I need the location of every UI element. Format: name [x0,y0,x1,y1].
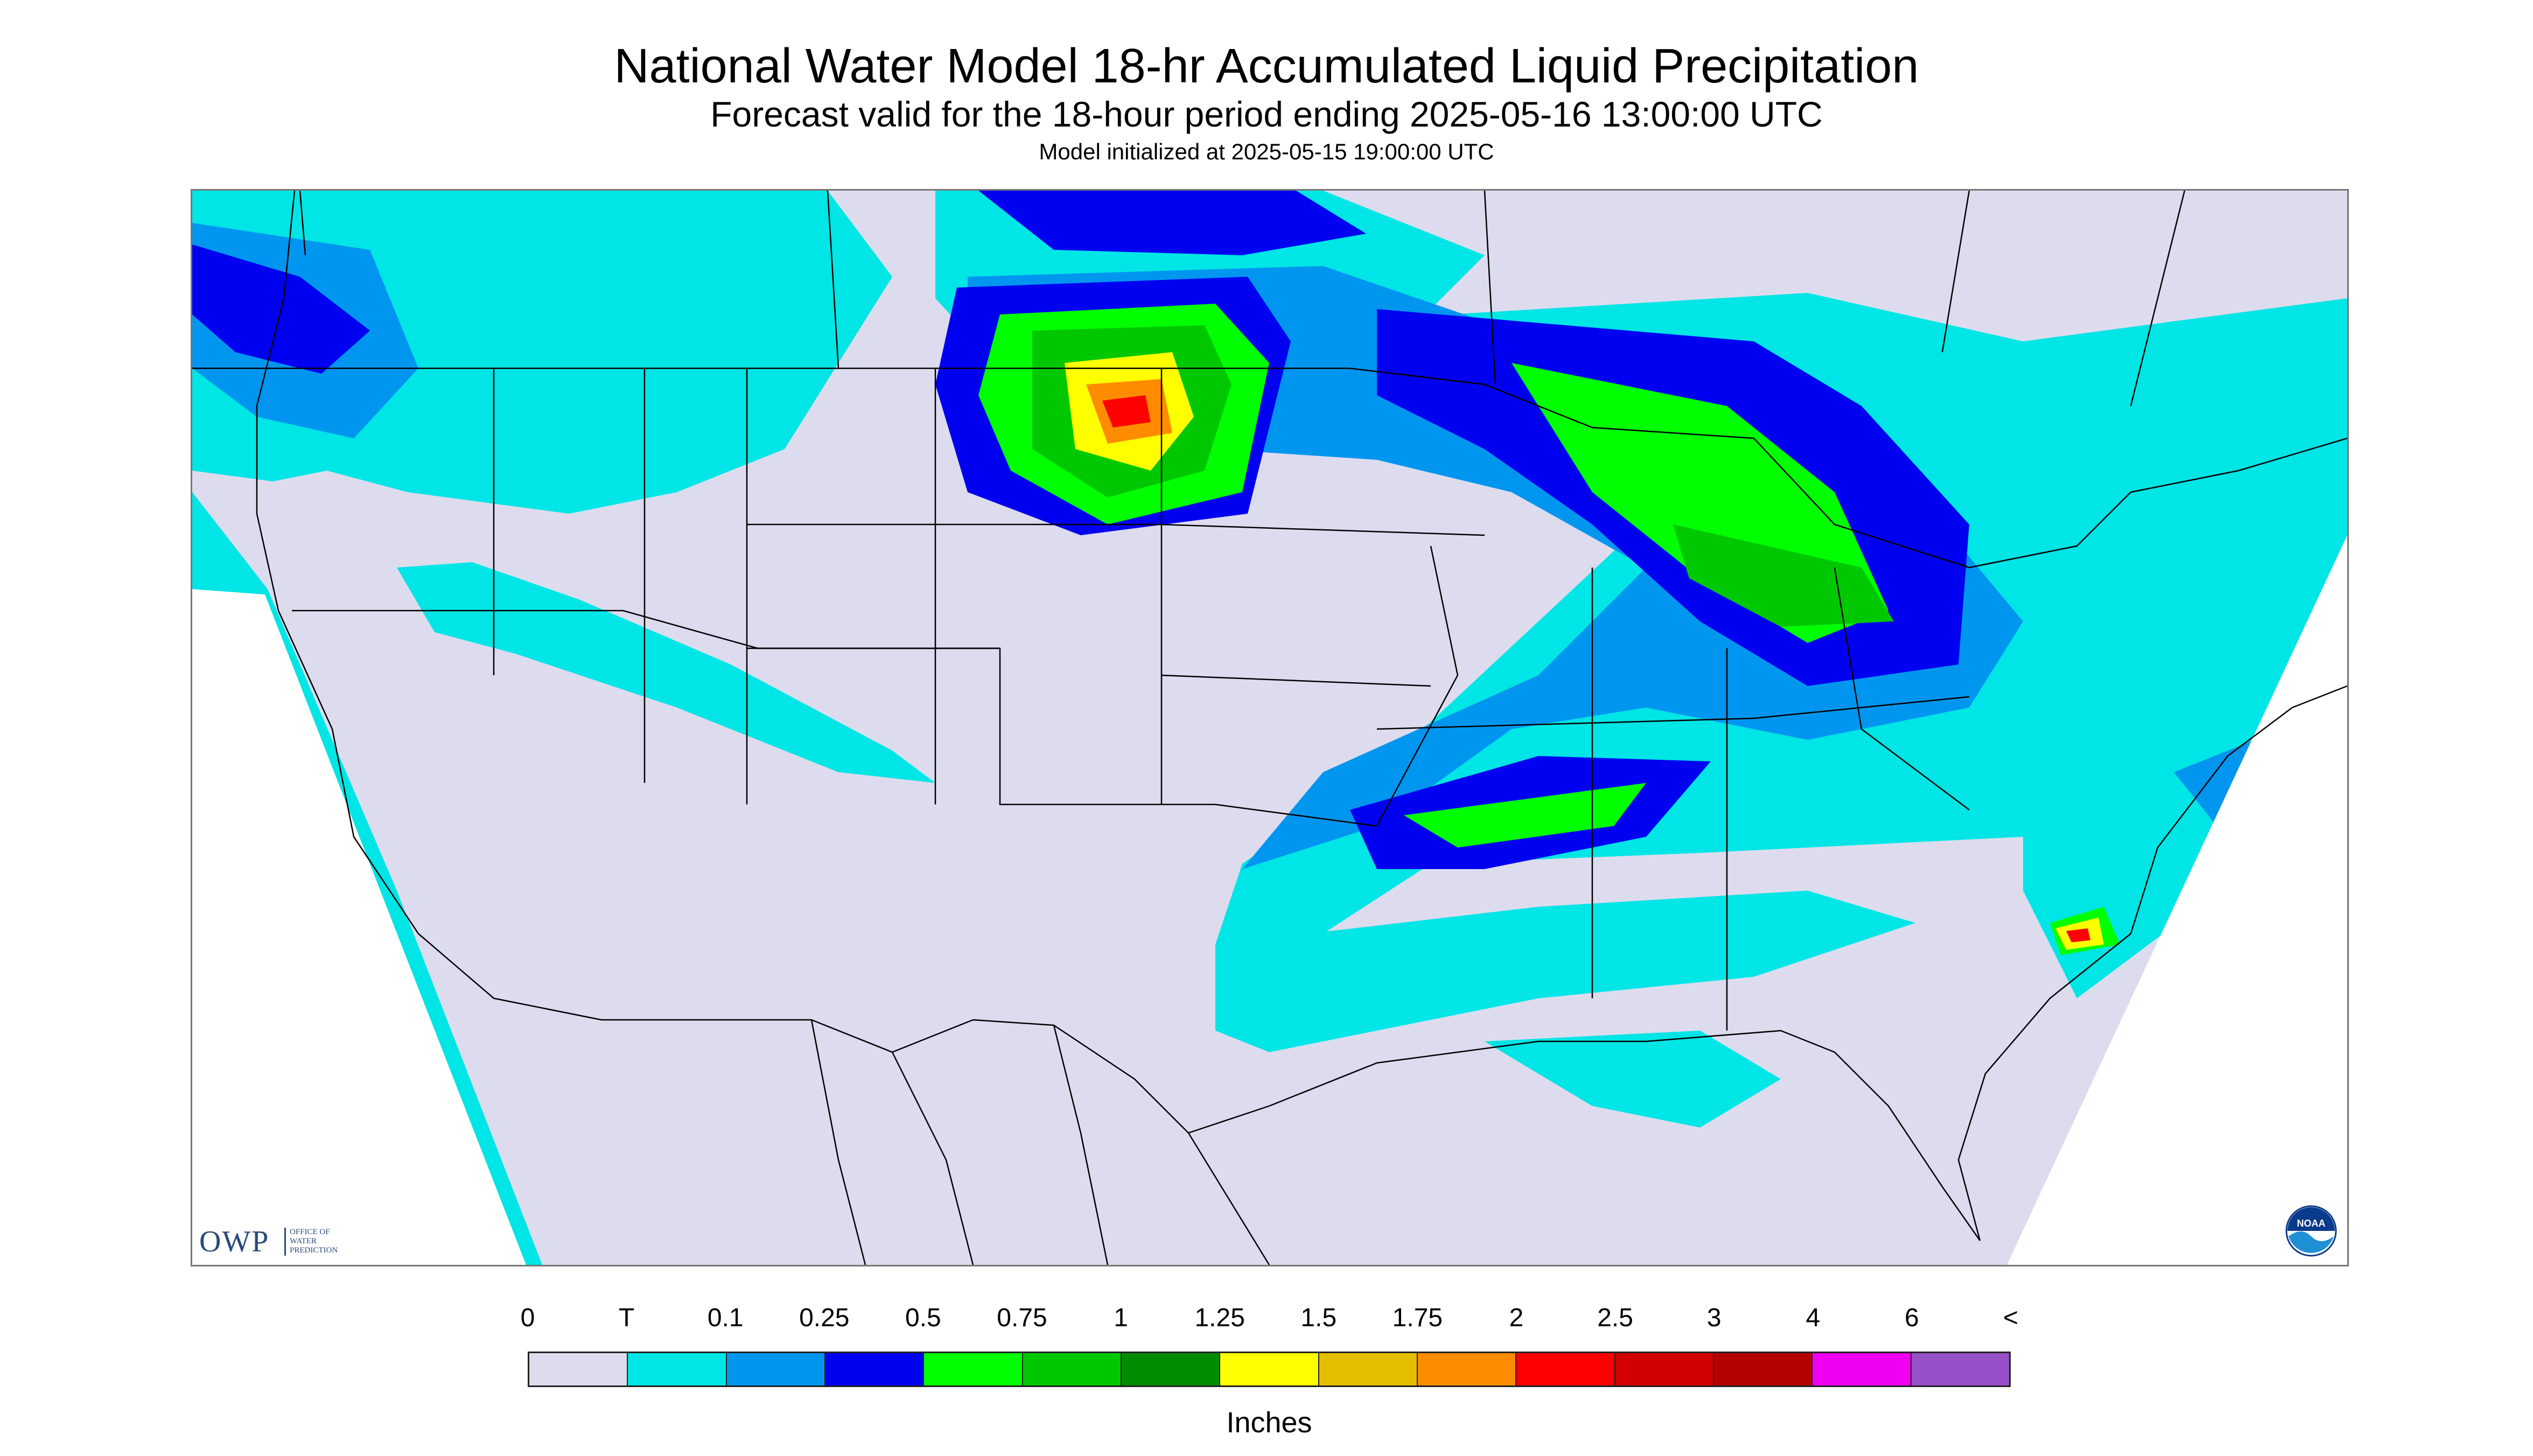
pacific-coastline [256,191,296,611]
great-basin-trace [397,562,935,783]
legend-color-bar [528,1352,2011,1387]
canada-province-lines [299,191,2186,407]
legend-label: < [2003,1304,2019,1332]
owp-logo-line3: PREDICTION [290,1246,338,1255]
legend-label: 0.5 [905,1304,941,1332]
noaa-logo-icon: NOAA [2285,1205,2337,1257]
legend-swatch [1417,1353,1517,1385]
legend-label: 1.25 [1194,1304,1245,1332]
state-lines-horizontal [747,523,1970,730]
extreme-precip-red [1102,395,2090,942]
political-boundaries [192,191,2347,1265]
legend-swatch [1713,1353,1813,1385]
owp-logo: OWP OFFICE OF WATER PREDICTION [199,1226,372,1258]
atlantic-red [2066,928,2090,942]
mexico-state-lines [810,1019,1270,1265]
legend-units: Inches [1226,1406,1312,1439]
domain-layer [192,191,2347,1265]
legend-swatch [628,1353,727,1385]
map-canvas [192,191,2347,1265]
legend-label: 1 [1114,1304,1128,1332]
map-subtitle: Forecast valid for the 18-hour period en… [710,94,1823,134]
atlantic-coastline [1957,685,2347,1241]
legend-label: 2.5 [1597,1304,1633,1332]
legend-label: 0.25 [799,1304,850,1332]
legend-label: 3 [1706,1304,1722,1332]
owp-logo-line1: OFFICE OF [290,1228,330,1236]
noaa-logo-letters: NOAA [2297,1218,2326,1229]
legend-swatch [1813,1353,1912,1385]
legend-swatch [1023,1353,1122,1385]
legend-swatch [1911,1353,2009,1385]
legend-label: 0.1 [707,1304,744,1332]
owp-logo-subtitle: OFFICE OF WATER PREDICTION [290,1228,338,1255]
legend-label: T [618,1304,635,1332]
legend-label: 6 [1905,1304,1919,1332]
legend-swatch [726,1353,825,1385]
owp-logo-line2: WATER [290,1237,317,1245]
legend-swatch [1516,1353,1615,1385]
model-init-line: Model initialized at 2025-05-15 19:00:00… [1039,139,1494,164]
legend-swatch [1615,1353,1714,1385]
legend-swatch [529,1353,628,1385]
legend-swatch [1121,1353,1221,1385]
legend-swatch [924,1353,1023,1385]
atlantic-trace [2023,535,2347,998]
legend-swatch [1220,1353,1319,1385]
state-lines-east [1376,545,1970,1031]
ohio-heavier [1673,524,1894,627]
legend-label: 1.5 [1300,1304,1337,1332]
north-dakota-red [1102,395,1151,428]
legend-label: 2 [1509,1304,1524,1332]
gulf-trace [1485,1031,1781,1128]
legend-swatch [1319,1353,1418,1385]
state-lines-vertical [493,368,1163,804]
gulf-coast-trace [1215,891,1915,1052]
tennessee-heavy [1404,783,1646,848]
color-legend: 0 T 0.1 0.25 0.5 0.75 1 1.25 1.5 1.75 2 2.5 3 4 6 < Inc… [521,1303,2019,1443]
legend-label: 0.75 [997,1304,1047,1332]
legend-label: 1.75 [1392,1304,1443,1332]
gulf-coastline [1269,1030,1981,1241]
canada-moderate [978,191,1366,255]
owp-logo-letters: OWP [199,1225,270,1258]
legend-swatch [825,1353,925,1385]
precipitation-map [191,189,2349,1266]
map-title: National Water Model 18-hr Accumulated L… [614,39,1919,93]
legend-label: 0 [520,1304,535,1332]
legend-label: 4 [1806,1304,1821,1332]
owp-logo-separator [284,1228,286,1256]
